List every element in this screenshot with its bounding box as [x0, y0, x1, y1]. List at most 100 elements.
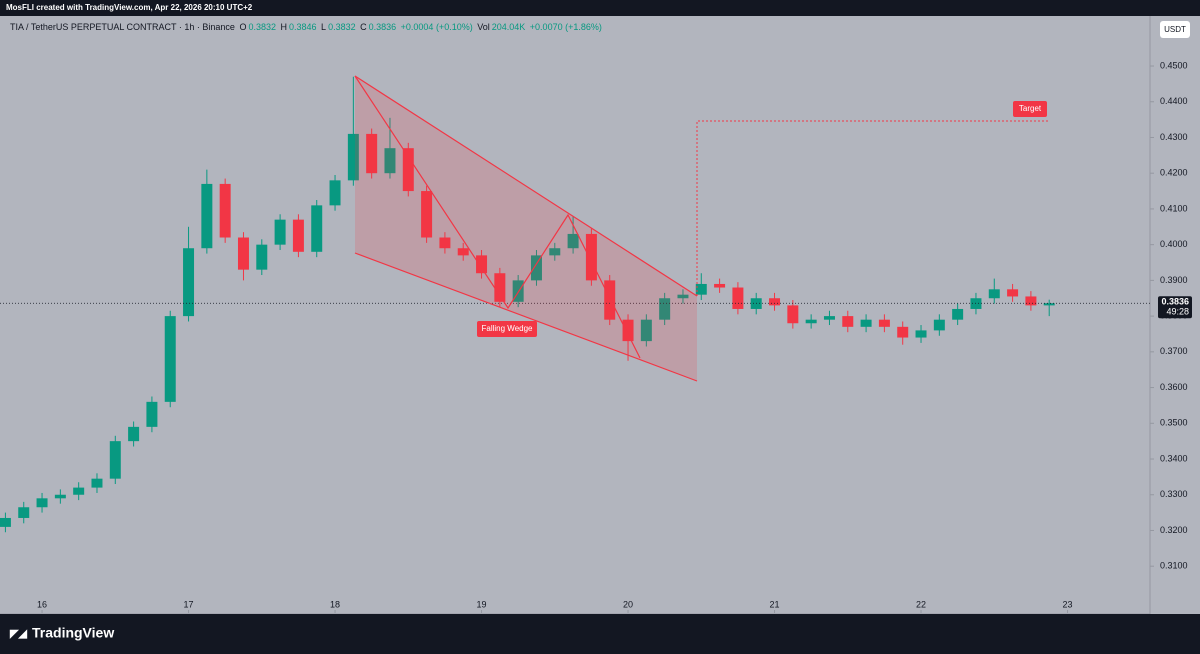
candle-body	[732, 287, 744, 309]
candle-body	[329, 180, 341, 206]
o-label: O	[239, 22, 247, 32]
candle-body	[988, 289, 1000, 299]
candle-body	[677, 294, 689, 299]
candle-body	[36, 498, 48, 508]
candle-body	[769, 298, 781, 306]
candle-body	[219, 183, 231, 238]
candle-body	[1007, 289, 1019, 297]
candle-body	[73, 487, 85, 495]
target-line	[696, 120, 1048, 296]
candle-body	[787, 305, 799, 324]
y-tick-label: 0.4200	[1160, 168, 1188, 178]
plot-area: 0.3100 0.3200 0.3300 0.3400 0.3500 0.3600 0.37…	[0, 60, 1188, 613]
candle-body	[421, 191, 433, 238]
y-tick-label: 0.3500	[1160, 418, 1188, 428]
y-tick-label: 0.3100	[1160, 561, 1188, 571]
x-tick-label: 16	[37, 599, 47, 609]
candle-body	[366, 133, 378, 174]
countdown: 49:28	[1166, 307, 1189, 317]
y-tick-label: 0.3300	[1160, 489, 1188, 499]
l-label: L	[321, 22, 327, 32]
drawings: Falling Wedge Target	[354, 75, 1048, 382]
candle-body	[1043, 303, 1055, 306]
candle-body	[347, 133, 359, 181]
x-tick-label: 20	[623, 599, 633, 609]
candle-body	[842, 316, 854, 327]
candle-body	[567, 233, 579, 249]
y-tick-label: 0.3600	[1160, 382, 1188, 392]
candle-body	[292, 219, 304, 252]
candle-body	[530, 255, 542, 281]
currency-box	[1160, 21, 1190, 38]
candle-body	[512, 280, 524, 302]
candle-body	[1025, 296, 1037, 306]
last-price-label: 0.3836	[1161, 297, 1189, 307]
candle-body	[311, 205, 323, 252]
candle-body	[384, 148, 396, 174]
y-tick-label: 0.4400	[1160, 96, 1188, 106]
x-tick-label: 23	[1063, 599, 1073, 609]
wedge-fill	[355, 76, 697, 381]
candle-body	[164, 316, 176, 402]
candle-body	[549, 248, 561, 256]
target-label: Target	[1019, 104, 1042, 113]
candle-body	[18, 507, 30, 518]
y-tick-label: 0.4100	[1160, 203, 1188, 213]
footer-bar	[0, 614, 1200, 654]
candle-body	[933, 319, 945, 331]
candle-body	[714, 283, 726, 288]
candle-body	[109, 441, 121, 479]
last-price-box	[1158, 296, 1192, 319]
candle-body	[860, 319, 872, 327]
y-tick-label: 0.3700	[1160, 346, 1188, 356]
l-value: 0.3832	[328, 22, 356, 32]
top-note: MosFLI created with TradingView.com, Apr…	[6, 3, 253, 12]
candle-body	[146, 401, 158, 427]
candle-body	[183, 248, 195, 317]
h-value: 0.3846	[289, 22, 317, 32]
x-tick-label: 17	[184, 599, 194, 609]
candle-body	[54, 494, 66, 499]
candle-body	[604, 280, 616, 320]
candle-body	[915, 330, 927, 338]
candle-body	[897, 326, 909, 338]
candle-body	[476, 255, 488, 274]
y-tick-label: 0.4500	[1160, 60, 1188, 70]
candle-body	[640, 319, 652, 342]
vol-change: +0.0070 (+1.86%)	[529, 22, 602, 32]
candle-body	[91, 478, 103, 488]
pattern-label-box	[477, 321, 537, 337]
y-tick-label: 0.4300	[1160, 132, 1188, 142]
y-tick-label: 0.3400	[1160, 453, 1188, 463]
brand: TradingView	[32, 625, 114, 641]
wedge-zigzag	[354, 75, 641, 359]
candle-body	[237, 237, 249, 270]
x-tick-label: 18	[330, 599, 340, 609]
h-label: H	[280, 22, 288, 32]
x-tick-label: 22	[916, 599, 926, 609]
wedge-upper	[354, 75, 698, 297]
candle-body	[494, 273, 506, 302]
legend-header: TIA / TetherUS PERPETUAL CONTRACT · 1h ·…	[10, 22, 604, 32]
candle-body	[805, 319, 817, 324]
candle-body	[878, 319, 890, 327]
target-label-box	[1013, 101, 1047, 117]
top-bar	[0, 0, 1200, 16]
x-tick-label: 19	[477, 599, 487, 609]
candle-body	[659, 298, 671, 320]
candle-body	[695, 283, 707, 295]
c-label: C	[360, 22, 367, 32]
candle-body	[0, 517, 11, 527]
y-tick-label: 0.4000	[1160, 239, 1188, 249]
candle-body	[256, 244, 268, 270]
pattern-label: Falling Wedge	[482, 324, 534, 333]
y-tick-label: 0.3200	[1160, 525, 1188, 535]
o-value: 0.3832	[248, 22, 276, 32]
candle-body	[585, 233, 597, 281]
y-tick-label: 0.3900	[1160, 275, 1188, 285]
wedge-lower	[354, 252, 698, 382]
vol-label: Vol	[477, 22, 490, 32]
